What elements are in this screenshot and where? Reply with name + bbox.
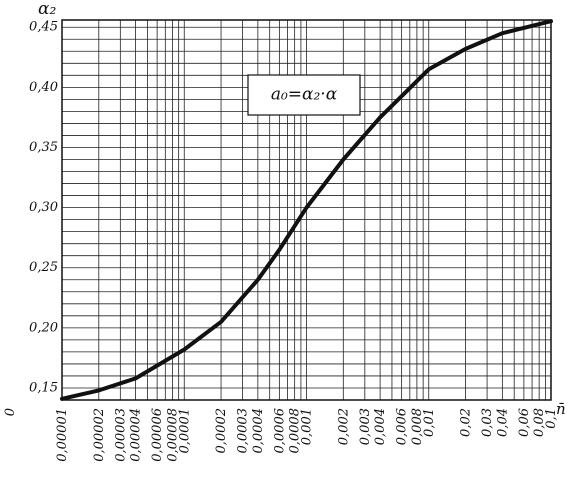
plot-frame [61, 19, 552, 401]
x-tick-label: 0,0008 [288, 408, 303, 454]
x-tick-label: 0,03 [480, 408, 495, 437]
x-tick-label: 0,00003 [113, 408, 128, 462]
x-tick-label: 0,02 [459, 408, 474, 437]
x-tick-label: 0,002 [336, 408, 351, 445]
x-tick-label: 0,00004 [129, 408, 144, 462]
x-tick-label: 0,01 [422, 408, 437, 437]
y-tick-label: 0,20 [29, 320, 58, 335]
x-tick-label: 0,00008 [165, 408, 180, 462]
x-tick-label: 0,00006 [150, 408, 165, 462]
x-tick-label: 0,003 [358, 408, 373, 445]
x-tick-label: 0,06 [517, 408, 532, 437]
x-tick-label: 0,0006 [272, 408, 287, 454]
y-tick-label: 0,45 [29, 20, 58, 35]
x-tick-label: 0,1 [544, 408, 559, 429]
y-tick-label: 0,15 [29, 380, 58, 395]
y-axis-label: α₂ [38, 0, 56, 19]
x-tick-label: 0,0002 [214, 408, 229, 454]
y-tick-label: 0,25 [29, 260, 58, 275]
x-tick-label: 0,006 [395, 408, 410, 445]
x-origin-label: 0 [3, 408, 18, 416]
x-tick-label: 0,00002 [92, 408, 107, 462]
x-tick-label: 0,004 [373, 408, 388, 445]
y-tick-label: 0,30 [29, 200, 58, 215]
x-tick-label: 0,0004 [251, 408, 266, 454]
annotation-box [247, 74, 361, 116]
x-axis-label: n̄ [556, 400, 566, 418]
curve [60, 19, 553, 401]
y-tick-label: 0,35 [29, 140, 58, 155]
x-tick-label: 0,08 [532, 408, 547, 437]
x-tick-label: 0,00001 [55, 408, 70, 462]
y-tick-label: 0,40 [29, 80, 58, 95]
x-tick-label: 0,0003 [236, 408, 251, 454]
x-tick-label: 0,0001 [177, 408, 192, 454]
x-tick-label: 0,04 [495, 408, 510, 437]
x-tick-label: 0,008 [410, 408, 425, 445]
x-tick-label: 0,001 [300, 408, 315, 445]
annotation: a₀=α₂·α [271, 85, 338, 105]
